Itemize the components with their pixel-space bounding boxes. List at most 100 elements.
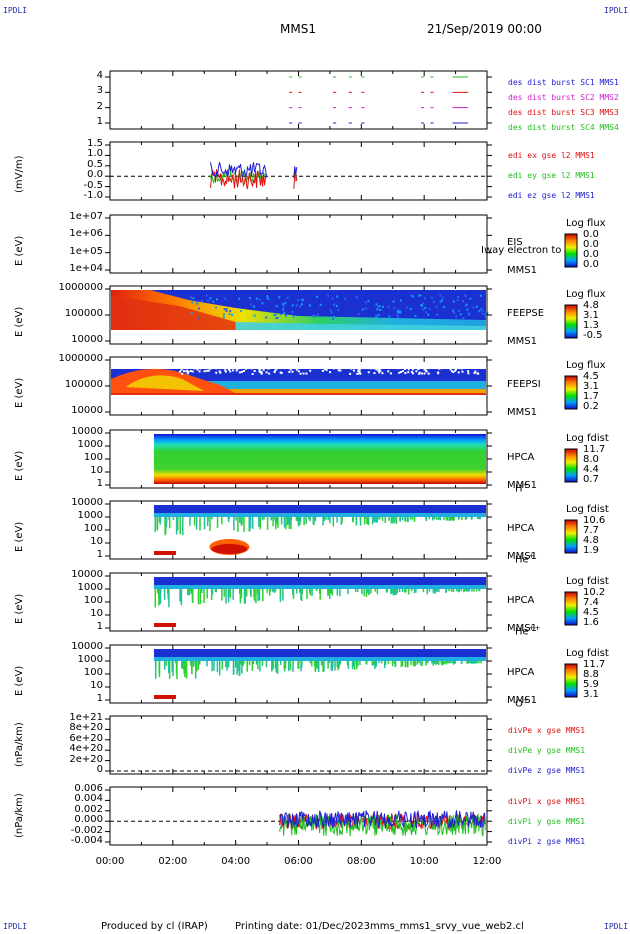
feepsi-gap-pixel (218, 370, 221, 373)
feepsi-gap-pixel (438, 367, 441, 370)
hpca_he2-sparse-pixel (250, 589, 252, 598)
hpca_he2-sparse-pixel (197, 589, 200, 605)
hpca_o-sparse-pixel (252, 661, 255, 665)
hpca_he-sparse-pixel (249, 517, 252, 528)
hpca_o-sparse-pixel (196, 661, 198, 672)
hpca_he2-ytick-label: 100 (83, 595, 103, 606)
hpca_o-cyan-band (153, 657, 486, 661)
hpca_he-sparse-pixel (381, 517, 384, 521)
hpca_he2-sparse-pixel (426, 589, 429, 595)
hpca_o-colorbar-value: 5.9 (583, 679, 599, 690)
hpca_he-sparse-pixel (384, 517, 387, 523)
hpca_he2-sparse-pixel (229, 589, 232, 598)
feepse-noise-pixel (295, 304, 298, 307)
hpca_he2-sparse-pixel (428, 589, 431, 592)
edi-ytick-label: 0.5 (87, 158, 103, 170)
divpe-ylabel: (nPa/km) (14, 722, 25, 767)
feepse-noise-pixel (212, 300, 215, 303)
feepsi-gap-pixel (449, 367, 452, 370)
edi-panel-frame (109, 141, 488, 201)
feepse-noise-pixel (291, 304, 294, 307)
hpca_o-sparse-pixel (404, 661, 407, 668)
feepsi-gap-pixel (358, 370, 361, 373)
feepsi-gap-pixel (186, 369, 189, 372)
feepsi-gap-pixel (367, 371, 370, 374)
feepse-noise-pixel (308, 303, 311, 306)
eis-ylabel: E (eV) (14, 235, 25, 266)
hpca_he2-sparse-pixel (255, 589, 257, 604)
hpca_o-sparse-pixel (242, 661, 244, 666)
hpca_he-sparse-pixel (452, 517, 454, 521)
feepse-noise-pixel (300, 303, 303, 306)
hpca_he2-sparse-pixel (339, 589, 341, 597)
feepsi-gap-pixel (243, 369, 246, 372)
hpca_o-sparse-pixel (436, 661, 438, 664)
hpca_o-sparse-pixel (182, 661, 184, 670)
hpca_he-sparse-pixel (209, 517, 211, 532)
feepsi-ytick-label: 1000000 (58, 353, 103, 364)
feepsi-gap-pixel (203, 370, 206, 373)
feepse-noise-pixel (377, 314, 380, 317)
feepse-noise-pixel (357, 313, 360, 316)
hpca_he2-sparse-pixel (395, 589, 397, 596)
hpca_o-sparse-pixel (460, 661, 463, 664)
hpca_o-sparse-pixel (309, 661, 311, 664)
feepsi-gap-pixel (477, 372, 480, 375)
feepsi-gap-pixel (299, 372, 302, 375)
feepse-noise-pixel (225, 308, 228, 311)
hpca_o-sparse-pixel (475, 661, 478, 664)
hpca_o-ytick-label: 100 (83, 667, 103, 678)
feepse-noise-pixel (355, 296, 358, 299)
hpca_he-ylabel: E (eV) (14, 521, 25, 552)
feepse-noise-pixel (331, 297, 334, 300)
feepse-low-band (235, 322, 486, 330)
feepsi-gap-pixel (404, 368, 407, 371)
hpca_he-sparse-pixel (216, 517, 219, 529)
hpca_he-sparse-pixel (413, 517, 416, 522)
feepse-noise-pixel (317, 313, 320, 316)
hpca_he-sparse-pixel (367, 517, 370, 526)
hpca_he2-sparse-pixel (473, 589, 475, 592)
hpca_he-ytick-label: 1000 (77, 510, 103, 521)
hpca_he2-sparse-pixel (192, 589, 194, 603)
feepsi-gap-pixel (250, 367, 253, 370)
hpca_he2-sparse-pixel (327, 589, 329, 597)
hpca_he-sparse-pixel (376, 517, 379, 523)
hpca_o-sparse-pixel (450, 661, 452, 664)
burst-ytick-label: 2 (96, 100, 103, 112)
hpca_he-sparse-pixel (359, 517, 362, 526)
hpca_o-sparse-pixel (347, 661, 350, 669)
hpca_he2-sparse-pixel (180, 589, 183, 606)
hpca_he-sparse-pixel (263, 517, 265, 520)
hpca_o-sparse-pixel (331, 661, 333, 671)
hpca_he2-sparse-pixel (258, 589, 261, 601)
divpi-legend-entry: divPi x gse MMS1 (508, 797, 586, 806)
hpca_o-sparse-pixel (431, 661, 434, 664)
hpca_o-sparse-pixel (454, 661, 457, 664)
eis-colorbar-value: 0.0 (583, 239, 599, 250)
divpe-ytick-label: 4e+20 (69, 743, 103, 755)
feepse-noise-pixel (439, 294, 442, 297)
hpca_o-sparse-pixel (432, 661, 435, 666)
hpca_he2-sparse-pixel (365, 589, 368, 597)
feepsi-gap-pixel (260, 372, 263, 375)
feepse-noise-pixel (430, 296, 433, 299)
hpca_he2-sparse-pixel (475, 589, 478, 592)
hpca_o-sparse-pixel (467, 661, 469, 664)
hpca_he2-sparse-pixel (363, 589, 365, 597)
feepse-noise-pixel (432, 300, 435, 303)
feepsi-gap-pixel (417, 367, 420, 370)
hpca_o-sparse-pixel (387, 661, 390, 665)
feepsi-gap-pixel (425, 370, 428, 373)
feepsi-gap-pixel (279, 371, 282, 374)
hpca_he-sparse-pixel (308, 517, 310, 520)
hpca_he2-sparse-pixel (436, 589, 439, 592)
hpca_he-sparse-pixel (168, 517, 171, 529)
hpca_o-sparse-pixel (473, 661, 475, 664)
hpca_he-sparse-pixel (407, 517, 409, 523)
hpca_he2-sparse-pixel (187, 589, 190, 593)
hpca_o-sparse-pixel (226, 661, 228, 671)
hpca_he2-sparse-pixel (306, 589, 308, 600)
hpca_he2-sparse-pixel (296, 589, 298, 594)
feepsi-panel-frame (109, 356, 488, 416)
